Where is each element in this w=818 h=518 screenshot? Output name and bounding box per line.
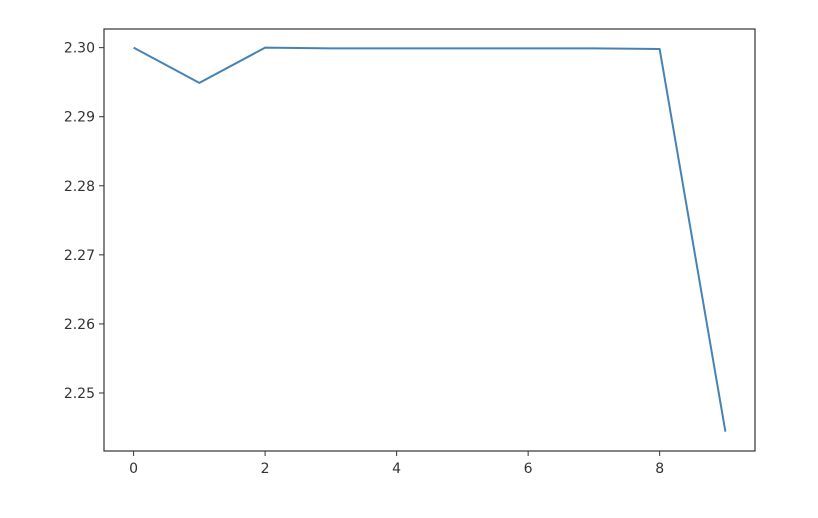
- x-tick-label: 6: [524, 461, 533, 477]
- x-tick-label: 2: [261, 461, 270, 477]
- y-tick-label: 2.25: [64, 386, 95, 402]
- x-tick-label: 8: [655, 461, 664, 477]
- y-tick-label: 2.26: [64, 317, 95, 333]
- y-tick-label: 2.28: [64, 179, 95, 195]
- y-tick-label: 2.29: [64, 110, 95, 126]
- y-tick-label: 2.30: [64, 41, 95, 57]
- axes-frame: [103, 28, 756, 452]
- y-tick-label: 2.27: [64, 248, 95, 264]
- x-tick-label: 4: [392, 461, 401, 477]
- x-tick-label: 0: [129, 461, 138, 477]
- series-line: [133, 46, 727, 432]
